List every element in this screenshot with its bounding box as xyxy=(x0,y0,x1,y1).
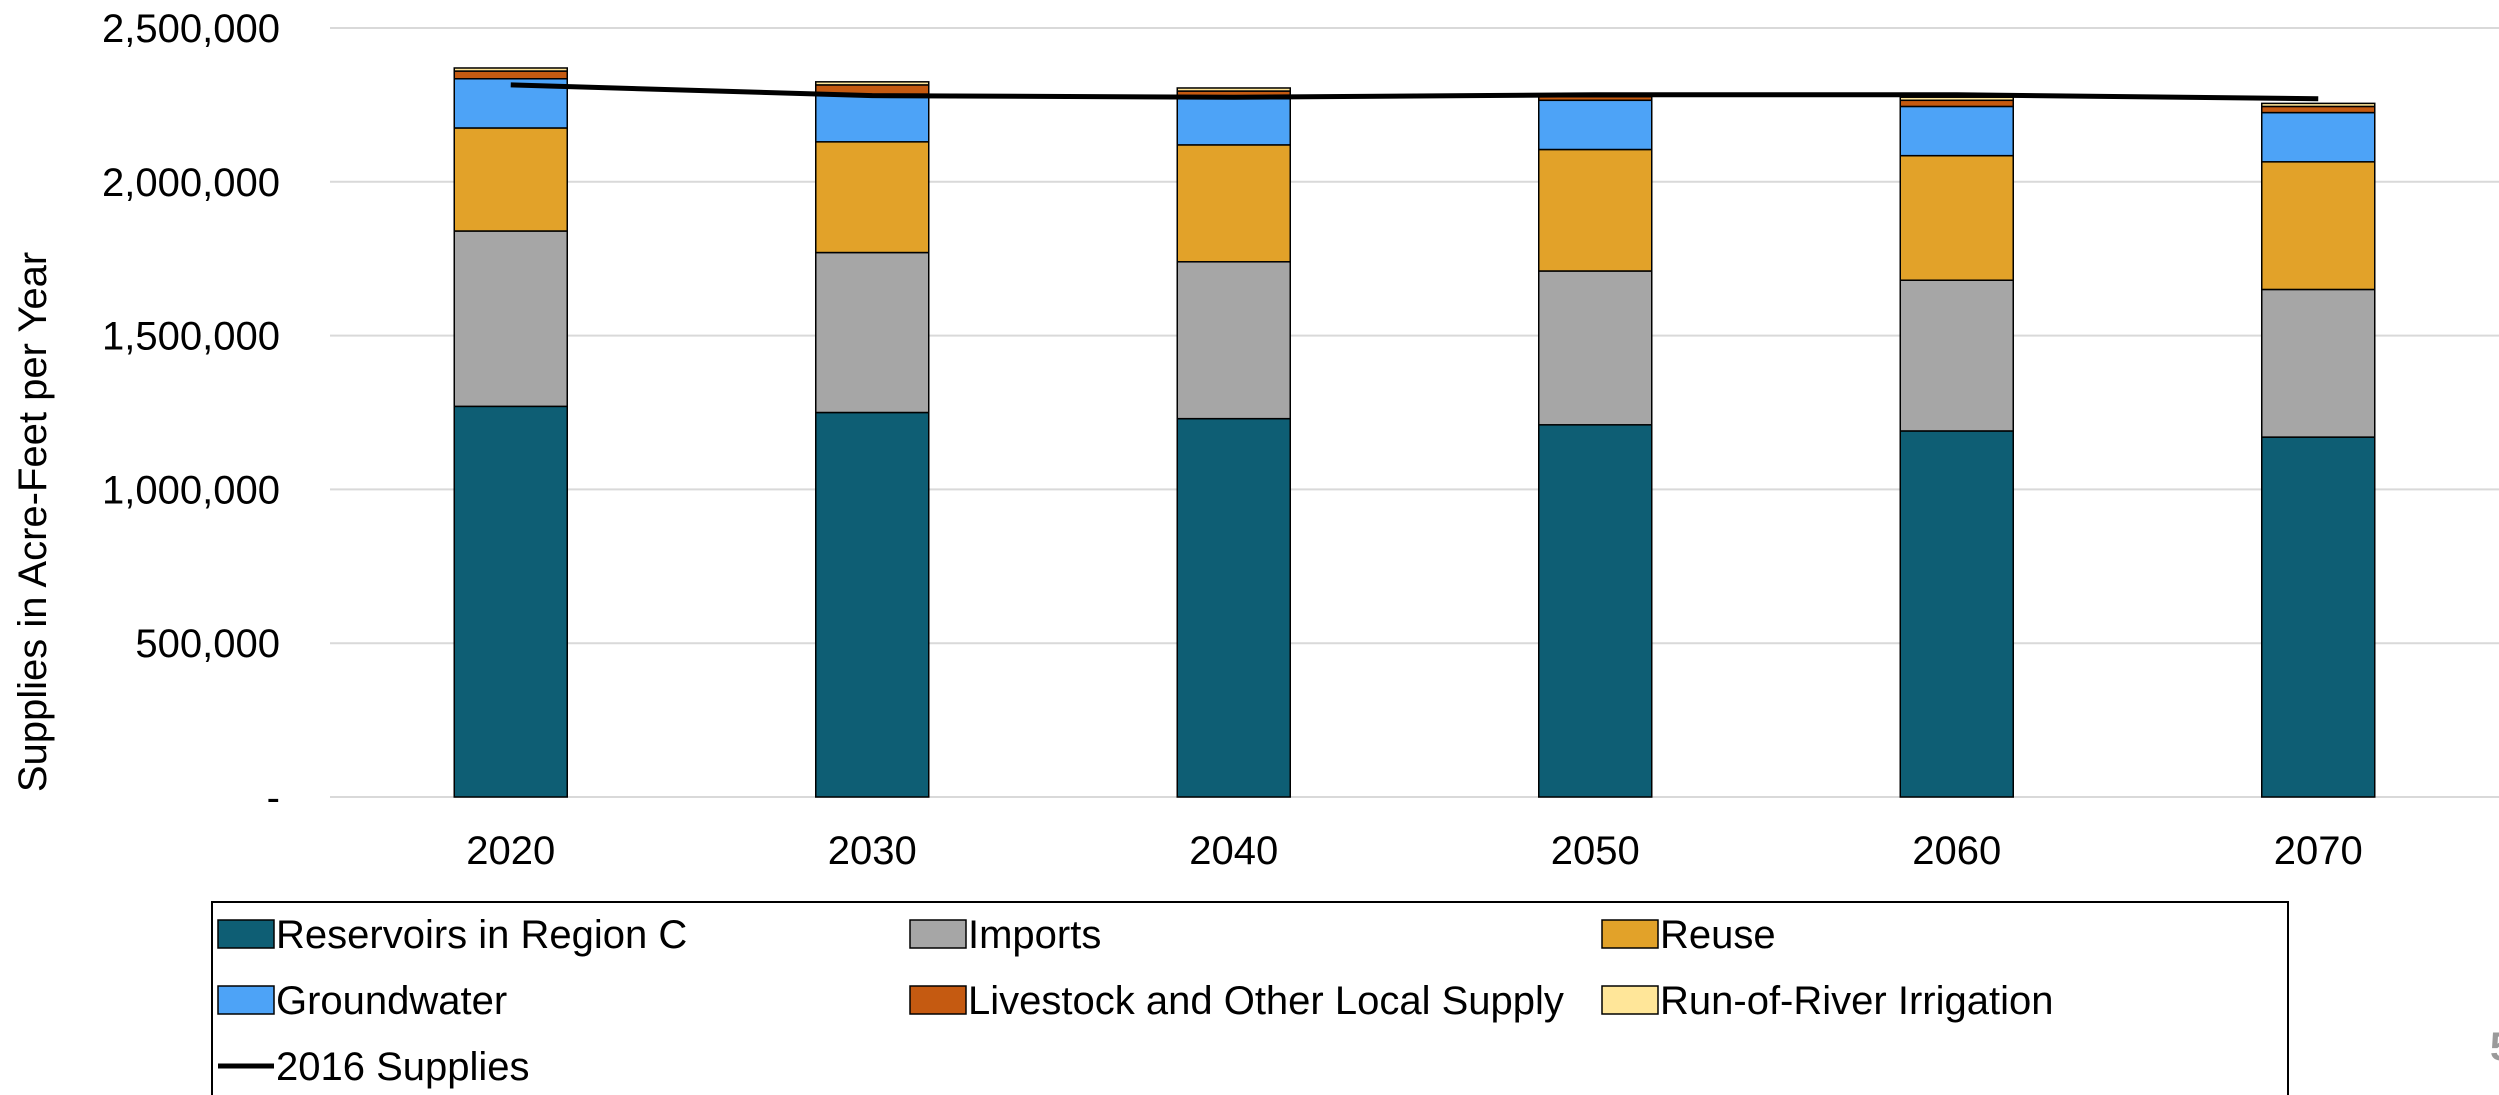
bar-stack-2060 xyxy=(1899,96,2014,798)
x-tick-label: 2040 xyxy=(1189,829,1278,873)
y-tick-label: - xyxy=(267,776,280,820)
bar-segment-imports xyxy=(1899,279,2014,432)
legend-item-run-of-river-irrigation: Run-of-River Irrigation xyxy=(1601,979,2053,1023)
bar-segment-imports xyxy=(2261,288,2376,438)
x-tick-label: 2070 xyxy=(2274,829,2363,873)
legend-label: Livestock and Other Local Supply xyxy=(968,979,1564,1023)
y-axis-label: Supplies in Acre-Feet per Year xyxy=(11,252,55,792)
bar-stacks xyxy=(453,67,2376,798)
bar-segment-imports xyxy=(1176,261,1291,420)
bar-segment-imports xyxy=(815,251,930,414)
x-axis-ticks: 2020 2030 2040 2050 2060 2070 xyxy=(466,829,2362,873)
bar-segment-reservoirs-in-region-c xyxy=(453,405,568,798)
legend-label: 2016 Supplies xyxy=(276,1045,530,1089)
bar-segment-reservoirs-in-region-c xyxy=(1176,417,1291,798)
bar-segment-groundwater xyxy=(1899,105,2014,157)
bar-segment-run-of-river-irrigation xyxy=(815,81,930,86)
legend-swatch xyxy=(217,985,275,1015)
bar-segment-reservoirs-in-region-c xyxy=(2261,436,2376,798)
y-tick-label: 1,500,000 xyxy=(102,315,280,359)
x-tick-label: 2020 xyxy=(466,829,555,873)
y-tick-label: 1,000,000 xyxy=(102,468,280,512)
bar-segment-livestock-and-other-local-supply xyxy=(453,70,568,80)
x-tick-label: 2060 xyxy=(1912,829,2001,873)
legend-swatch xyxy=(1601,985,1659,1015)
bar-segment-run-of-river-irrigation xyxy=(453,67,568,72)
bar-segment-reservoirs-in-region-c xyxy=(815,411,930,798)
legend-box xyxy=(211,901,2289,1095)
legend-item-reservoirs-in-region-c: Reservoirs in Region C xyxy=(217,913,687,957)
bar-segment-reservoirs-in-region-c xyxy=(1899,430,2014,798)
line-series-layer xyxy=(510,82,2319,102)
bar-stack-2070 xyxy=(2261,102,2376,798)
bar-stack-2030 xyxy=(815,81,930,798)
bar-stack-2020 xyxy=(453,67,568,798)
page-number: 5 xyxy=(2490,1025,2499,1069)
gridlines xyxy=(330,27,2499,798)
legend-label: Groundwater xyxy=(276,979,507,1023)
bar-segment-reuse xyxy=(453,127,568,232)
legend-label: Imports xyxy=(968,913,1101,957)
x-tick-label: 2030 xyxy=(828,829,917,873)
y-tick-label: 2,500,000 xyxy=(102,7,280,51)
legend-swatch xyxy=(909,919,967,949)
bar-segment-reuse xyxy=(1899,154,2014,281)
bar-segment-reuse xyxy=(1538,148,1653,272)
bar-segment-groundwater xyxy=(815,93,930,143)
bar-segment-run-of-river-irrigation xyxy=(2261,102,2376,108)
legend-label: Run-of-River Irrigation xyxy=(1660,979,2053,1023)
legend-item-reuse: Reuse xyxy=(1601,913,1776,957)
y-tick-label: 2,000,000 xyxy=(102,161,280,205)
bar-stack-2050 xyxy=(1538,93,1653,798)
legend-item-groundwater: Groundwater xyxy=(217,979,507,1023)
bar-segment-livestock-and-other-local-supply xyxy=(1899,99,2014,108)
legend-item-livestock-and-other-local-supply: Livestock and Other Local Supply xyxy=(909,979,1564,1023)
bar-stack-2040 xyxy=(1176,87,1291,798)
bar-segment-reuse xyxy=(815,141,930,254)
line-series-2016-supplies xyxy=(510,82,2319,102)
legend-swatch xyxy=(1601,919,1659,949)
bar-segment-reservoirs-in-region-c xyxy=(1538,424,1653,798)
bar-segment-imports xyxy=(453,230,568,408)
legend-swatch xyxy=(909,985,967,1015)
y-tick-label: 500,000 xyxy=(135,622,280,666)
y-axis-ticks: - 500,000 1,000,000 1,500,000 2,000,000 2,500… xyxy=(102,7,280,820)
bar-segment-groundwater xyxy=(2261,111,2376,163)
bar-segment-groundwater xyxy=(1538,99,1653,151)
bar-segment-groundwater xyxy=(1176,97,1291,146)
legend-item-imports: Imports xyxy=(909,913,1101,957)
bar-segment-livestock-and-other-local-supply xyxy=(2261,105,2376,114)
bar-segment-reuse xyxy=(2261,161,2376,291)
legend-swatch xyxy=(217,919,275,949)
bar-segment-reuse xyxy=(1176,144,1291,263)
legend: Reservoirs in Region C Imports Reuse Ground… xyxy=(211,901,2289,1095)
legend-label: Reuse xyxy=(1660,913,1776,957)
legend-label: Reservoirs in Region C xyxy=(276,913,687,957)
bar-segment-run-of-river-irrigation xyxy=(1176,87,1291,92)
legend-item-2016-supplies: 2016 Supplies xyxy=(218,1045,530,1089)
bar-segment-imports xyxy=(1538,270,1653,426)
x-tick-label: 2050 xyxy=(1551,829,1640,873)
